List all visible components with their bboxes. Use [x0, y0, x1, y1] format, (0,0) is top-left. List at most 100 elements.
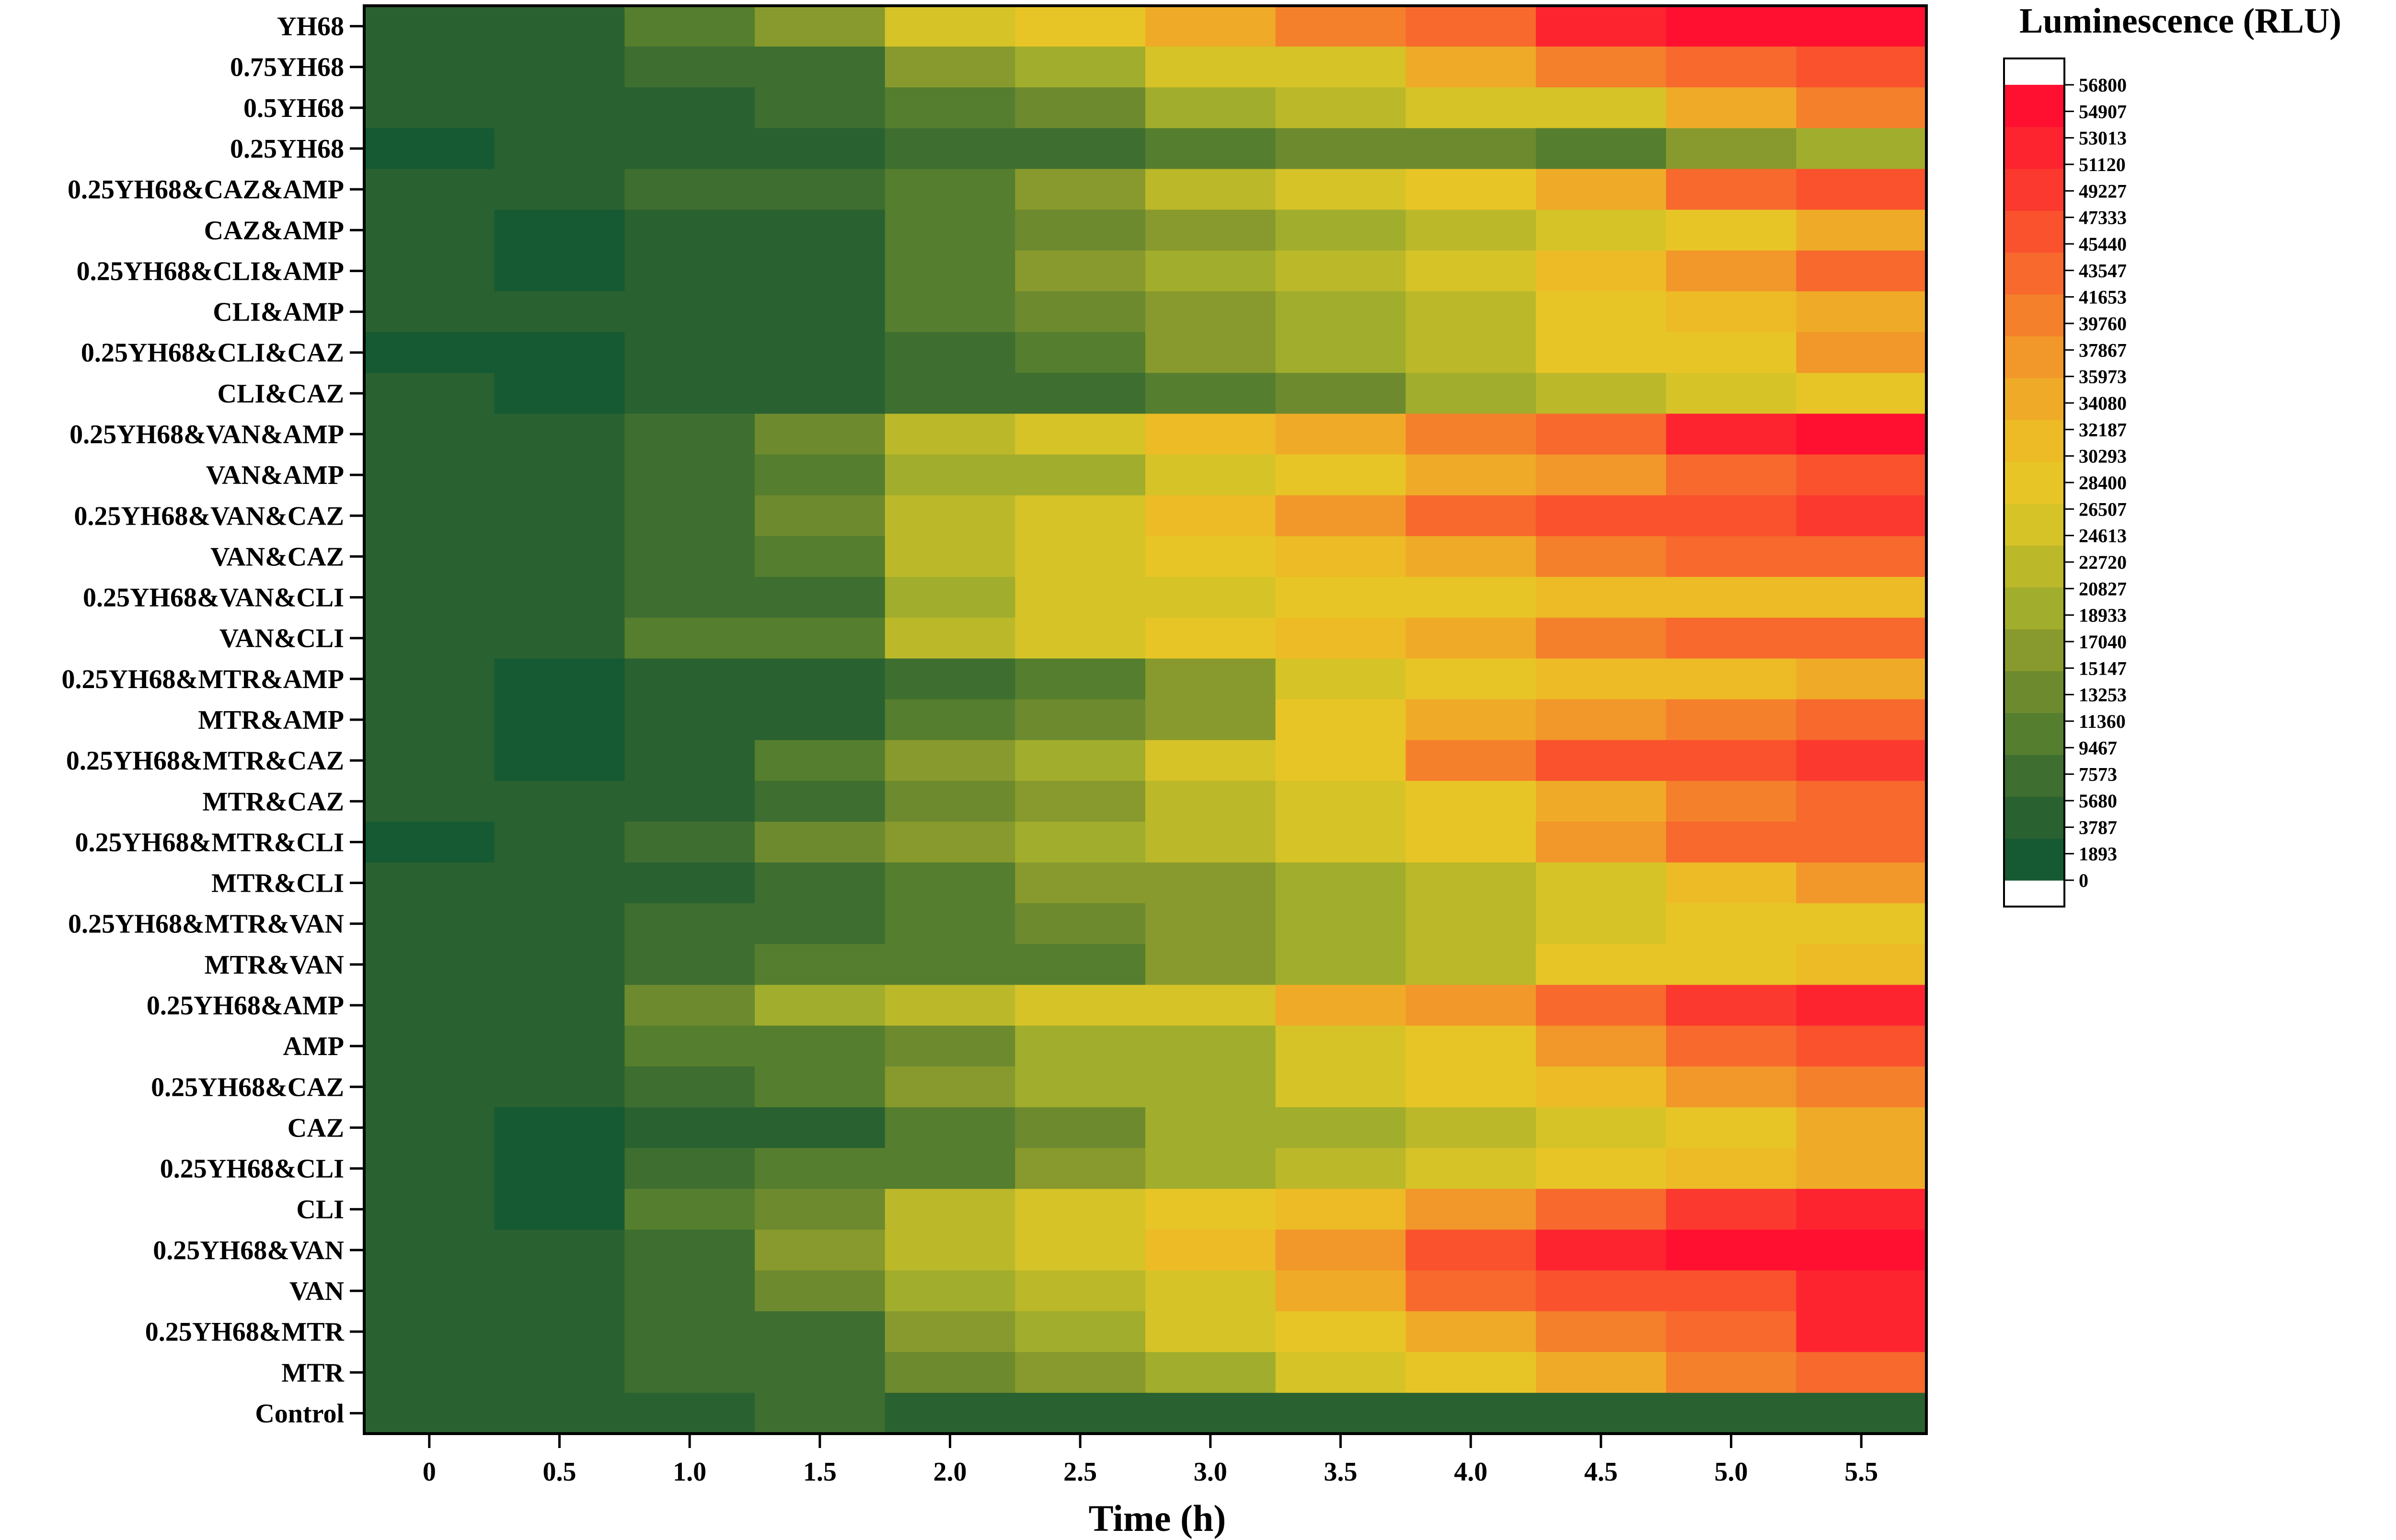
heatmap-cell	[1666, 781, 1797, 822]
colorbar-swatch	[2004, 587, 2064, 630]
heatmap-cell	[755, 128, 886, 170]
heatmap-cell	[755, 1189, 886, 1230]
heatmap-cell	[1796, 209, 1927, 251]
heatmap-cell	[1015, 250, 1146, 292]
heatmap-cell	[624, 1148, 755, 1189]
heatmap-cell	[1666, 46, 1797, 88]
heatmap-cell	[494, 1352, 625, 1393]
heatmap-cell	[1796, 291, 1927, 333]
heatmap-cell	[1145, 740, 1276, 781]
heatmap-cell	[1536, 250, 1667, 292]
heatmap-cell	[624, 169, 755, 210]
heatmap-cell	[1666, 1352, 1797, 1393]
y-tick-label: CAZ	[288, 1113, 344, 1143]
heatmap-cell	[1666, 821, 1797, 863]
heatmap-cell	[1405, 169, 1536, 210]
heatmap-cell	[1275, 1148, 1406, 1189]
heatmap-cell	[1275, 128, 1406, 170]
heatmap-cell	[1405, 1107, 1536, 1149]
heatmap-cell	[364, 291, 495, 333]
heatmap-cell	[885, 373, 1016, 414]
y-tick-label: YH68	[277, 12, 344, 42]
heatmap-cell	[624, 985, 755, 1026]
heatmap-cell	[1796, 169, 1927, 210]
heatmap-cell	[1796, 87, 1927, 129]
heatmap-cell	[1405, 658, 1536, 700]
heatmap-cell	[1666, 87, 1797, 129]
heatmap-cell	[1796, 618, 1927, 659]
heatmap-cell	[494, 6, 625, 47]
heatmap-cell	[1796, 658, 1927, 700]
heatmap-cell	[1015, 128, 1146, 170]
x-tick-label: 1.0	[673, 1457, 706, 1487]
heatmap-cell	[755, 1352, 886, 1393]
heatmap-cell	[1145, 454, 1276, 496]
heatmap-cell	[1666, 169, 1797, 210]
heatmap-cell	[1536, 46, 1667, 88]
y-tick-label: MTR	[281, 1358, 344, 1388]
heatmap-cell	[755, 699, 886, 741]
heatmap-cell	[1666, 985, 1797, 1026]
y-tick-label: 0.25YH68&MTR&VAN	[68, 909, 344, 939]
heatmap-cell	[1015, 944, 1146, 986]
y-tick-label: 0.25YH68	[230, 134, 344, 164]
heatmap-cell	[1666, 414, 1797, 455]
heatmap-cell	[755, 209, 886, 251]
heatmap-cell	[494, 1270, 625, 1312]
heatmap-cell	[364, 128, 495, 170]
heatmap-cell	[755, 577, 886, 618]
heatmap-cell	[755, 1392, 886, 1434]
heatmap-cell	[1536, 1148, 1667, 1189]
heatmap-cell	[1145, 1392, 1276, 1434]
heatmap-cell	[1145, 985, 1276, 1026]
heatmap-cell	[1145, 577, 1276, 618]
heatmap-cell	[364, 1025, 495, 1067]
x-tick-label: 3.5	[1324, 1457, 1358, 1487]
heatmap-cell	[1145, 1148, 1276, 1189]
heatmap-cell	[1405, 1392, 1536, 1434]
heatmap-cell	[1666, 209, 1797, 251]
heatmap-cell	[494, 618, 625, 659]
heatmap-cell	[624, 1230, 755, 1271]
heatmap-cell	[1405, 577, 1536, 618]
heatmap-cell	[624, 495, 755, 537]
colorbar-tick-label: 26507	[2079, 498, 2127, 520]
heatmap-cell	[1145, 1352, 1276, 1393]
heatmap-cell	[1536, 1066, 1667, 1108]
heatmap-cell	[1666, 1230, 1797, 1271]
heatmap-cell	[1405, 944, 1536, 986]
heatmap-cell	[885, 903, 1016, 945]
heatmap-cell	[755, 332, 886, 374]
heatmap-cell	[885, 250, 1016, 292]
heatmap-cell	[1275, 944, 1406, 986]
y-tick-label: 0.5YH68	[243, 93, 344, 123]
heatmap-cell	[1405, 1148, 1536, 1189]
colorbar-tick-label: 18933	[2079, 605, 2127, 626]
heatmap-cell	[1536, 577, 1667, 618]
heatmap-cell	[364, 1352, 495, 1393]
heatmap-cell	[1015, 209, 1146, 251]
heatmap-cell	[1145, 332, 1276, 374]
heatmap-cell	[755, 1230, 886, 1271]
heatmap-cell	[1796, 740, 1927, 781]
heatmap-cell	[1405, 985, 1536, 1026]
heatmap-cell	[1536, 821, 1667, 863]
heatmap-cell	[885, 1148, 1016, 1189]
heatmap-cell	[1536, 903, 1667, 945]
heatmap-cell	[885, 169, 1016, 210]
heatmap-cell	[1145, 1270, 1276, 1312]
heatmap-cell	[494, 1107, 625, 1149]
colorbar-swatch	[2004, 336, 2064, 379]
heatmap-cell	[885, 821, 1016, 863]
heatmap-cell	[624, 291, 755, 333]
heatmap-cell	[624, 454, 755, 496]
y-tick-label: VAN&AMP	[206, 460, 344, 490]
heatmap-cell	[1145, 944, 1276, 986]
x-tick-label: 1.5	[803, 1457, 837, 1487]
colorbar-swatch	[2004, 796, 2064, 839]
heatmap-cell	[494, 291, 625, 333]
heatmap-cell	[624, 6, 755, 47]
x-tick-label: 0.5	[543, 1457, 576, 1487]
heatmap-cell	[1145, 699, 1276, 741]
heatmap-cell	[885, 1025, 1016, 1067]
